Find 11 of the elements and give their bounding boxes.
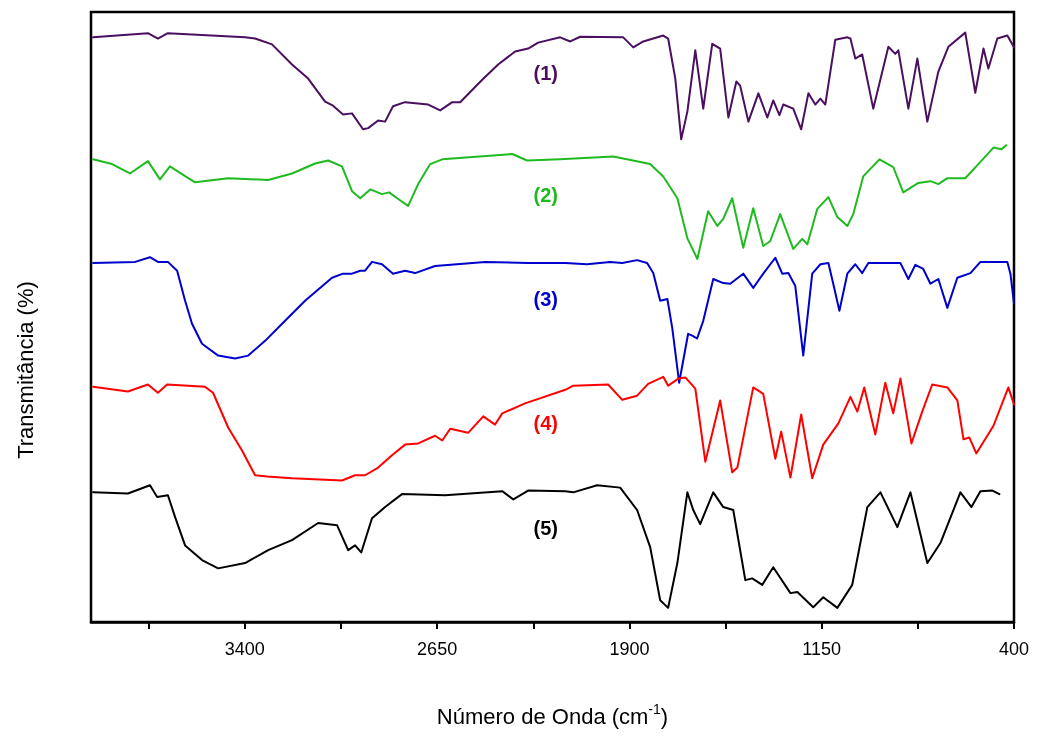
series-label: (4) bbox=[533, 411, 559, 434]
x-tick-label: 3400 bbox=[224, 639, 265, 659]
series-label: (2) bbox=[533, 184, 559, 207]
series-label: (1) bbox=[533, 62, 559, 85]
x-tick-label: 400 bbox=[998, 639, 1030, 659]
x-tick-label: 1150 bbox=[802, 639, 842, 659]
x-tick-label: 2650 bbox=[417, 639, 458, 659]
series-label: (3) bbox=[533, 288, 559, 311]
y-axis-title: Transmitância (%) bbox=[12, 281, 38, 459]
series-label: (5) bbox=[533, 517, 559, 540]
x-tick-label: 1900 bbox=[609, 639, 650, 659]
